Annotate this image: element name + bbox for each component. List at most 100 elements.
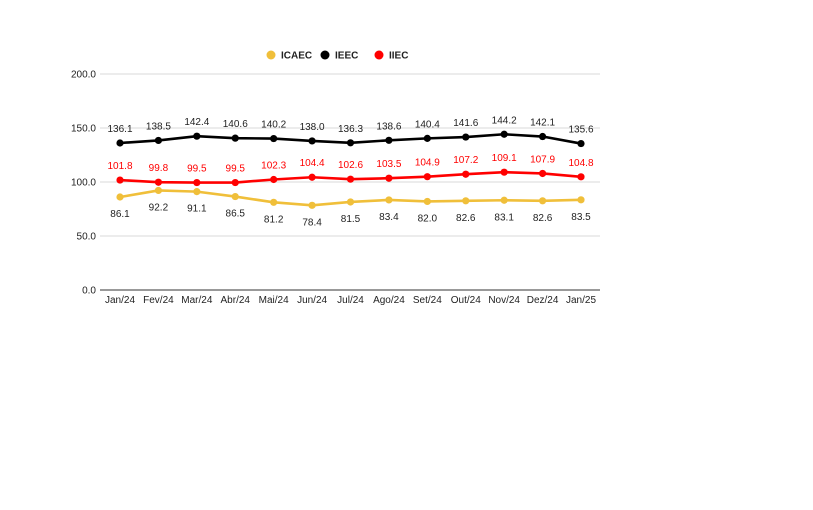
data-label-ieec: 142.1	[530, 118, 555, 129]
data-label-iiec: 107.9	[530, 154, 555, 165]
data-point-icaec	[154, 186, 163, 195]
data-point-icaec	[308, 201, 316, 209]
data-point-icaec	[116, 193, 124, 201]
data-label-ieec: 136.3	[338, 124, 363, 135]
data-label-icaec: 78.4	[302, 217, 322, 228]
data-point-ieec	[500, 130, 508, 138]
data-label-ieec: 138.5	[146, 121, 171, 132]
data-point-ieec	[577, 139, 585, 148]
data-label-icaec: 86.5	[226, 209, 246, 220]
data-point-ieec	[462, 133, 470, 141]
data-point-icaec	[500, 196, 508, 204]
data-label-iiec: 104.9	[415, 158, 440, 169]
x-tick-label: Out/24	[451, 295, 481, 306]
data-point-iiec	[385, 174, 393, 182]
data-point-iiec	[346, 175, 355, 183]
data-point-ieec	[538, 132, 547, 141]
data-point-icaec	[538, 197, 547, 205]
data-label-ieec: 142.4	[184, 117, 209, 128]
data-label-ieec: 144.2	[492, 115, 517, 126]
data-label-ieec: 140.4	[415, 119, 440, 130]
data-point-icaec	[193, 188, 201, 196]
data-label-icaec: 83.5	[571, 212, 591, 223]
data-point-iiec	[500, 168, 508, 176]
y-tick-label: 0.0	[82, 286, 96, 297]
data-point-ieec	[423, 134, 431, 142]
data-labels: 86.1 92.2 91.1 86.5 81.2 78.4 81.5 83.4 82.0 82.6…	[107, 115, 593, 228]
y-tick-label: 150.0	[71, 124, 96, 135]
data-label-iiec: 101.8	[107, 161, 132, 172]
y-tick-label: 100.0	[71, 178, 96, 189]
data-point-ieec	[270, 134, 278, 143]
x-tick-label: Mar/24	[181, 295, 213, 306]
data-point-iiec	[231, 178, 239, 187]
x-tick-label: Jan/24	[105, 295, 135, 306]
data-point-ieec	[154, 136, 163, 145]
data-point-iiec	[538, 169, 547, 178]
x-tick-label: Fev/24	[143, 295, 174, 306]
data-point-icaec	[385, 196, 393, 204]
data-point-icaec	[346, 198, 355, 206]
legend-label-icaec: ICAEC	[281, 51, 312, 62]
y-tick-label: 50.0	[77, 232, 97, 243]
data-label-ieec: 135.6	[568, 125, 593, 136]
data-label-icaec: 86.1	[110, 209, 130, 220]
data-label-iiec: 102.3	[261, 161, 286, 172]
x-tick-label: Ago/24	[373, 295, 405, 306]
data-point-icaec	[270, 198, 278, 206]
data-label-icaec: 82.6	[533, 213, 553, 224]
data-point-icaec	[231, 192, 239, 201]
data-label-icaec: 92.2	[149, 202, 169, 213]
data-label-iiec: 103.5	[376, 159, 401, 170]
data-label-icaec: 91.1	[187, 204, 207, 215]
data-point-ieec	[385, 136, 393, 144]
data-label-iiec: 104.8	[568, 158, 593, 169]
data-point-ieec	[193, 132, 201, 140]
data-label-iiec: 99.5	[187, 164, 207, 175]
data-label-iiec: 109.1	[492, 153, 517, 164]
data-label-ieec: 140.2	[261, 120, 286, 131]
x-tick-label: Set/24	[413, 295, 442, 306]
data-label-icaec: 82.0	[418, 213, 438, 224]
data-point-iiec	[116, 176, 124, 184]
data-label-iiec: 107.2	[453, 155, 478, 166]
data-label-ieec: 136.1	[107, 124, 132, 135]
data-point-ieec	[116, 139, 124, 147]
data-point-iiec	[423, 173, 431, 181]
x-tick-label: Dez/24	[527, 295, 559, 306]
data-label-ieec: 140.6	[223, 119, 248, 130]
data-point-iiec	[270, 175, 278, 184]
data-point-icaec	[423, 197, 431, 206]
x-tick-label: Jul/24	[337, 295, 364, 306]
data-point-iiec	[577, 173, 585, 181]
series-layer	[116, 130, 585, 209]
data-point-iiec	[308, 173, 316, 181]
data-point-icaec	[577, 196, 585, 204]
data-label-iiec: 99.5	[226, 164, 246, 175]
data-label-iiec: 99.8	[149, 163, 169, 174]
legend-marker-ieec	[320, 50, 330, 60]
data-label-icaec: 81.5	[341, 214, 361, 225]
data-point-icaec	[462, 197, 470, 205]
data-point-iiec	[462, 170, 470, 178]
legend-marker-iiec	[374, 50, 384, 60]
data-label-ieec: 138.6	[376, 121, 401, 132]
y-axis: 0.0 50.0 100.0 150.0 200.0	[71, 70, 96, 297]
x-tick-label: Nov/24	[488, 295, 520, 306]
data-point-ieec	[346, 139, 355, 147]
x-tick-label: Abr/24	[221, 295, 251, 306]
data-label-iiec: 104.4	[300, 158, 325, 169]
y-tick-label: 200.0	[71, 70, 96, 81]
data-point-iiec	[193, 178, 201, 187]
data-label-iiec: 102.6	[338, 160, 363, 171]
data-point-iiec	[154, 178, 163, 186]
legend-label-iiec: IIEC	[389, 51, 408, 62]
data-label-ieec: 141.6	[453, 118, 478, 129]
data-point-ieec	[308, 137, 316, 145]
legend-label-ieec: IEEC	[335, 51, 358, 62]
data-label-icaec: 81.2	[264, 214, 284, 225]
legend: ICAEC IEEC IIEC	[266, 50, 408, 62]
data-label-icaec: 82.6	[456, 213, 476, 224]
x-axis: Jan/24 Fev/24 Mar/24 Abr/24 Mai/24 Jun/24 Jul/…	[105, 295, 596, 306]
